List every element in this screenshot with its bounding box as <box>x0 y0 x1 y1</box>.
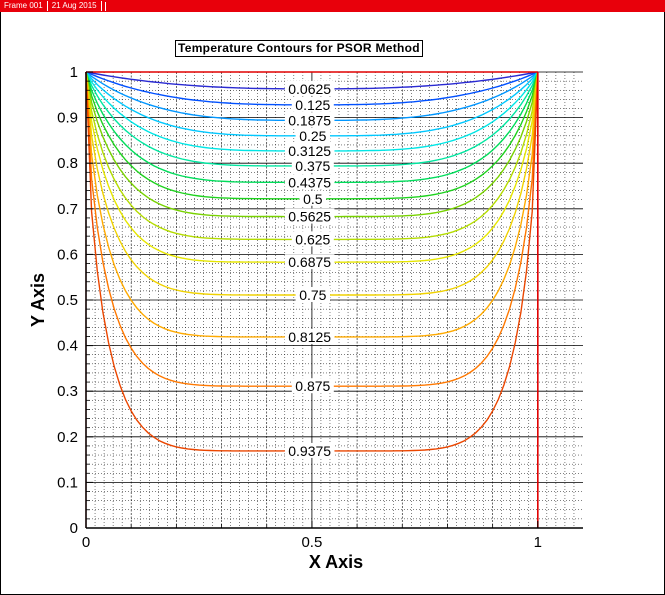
contour-label-bg <box>291 378 334 394</box>
major-gridlines <box>86 71 583 528</box>
x-tick-label: 0.5 <box>301 534 322 551</box>
contour-label-bg <box>284 112 335 128</box>
y-tick-label: 0.3 <box>57 383 78 400</box>
contour-label-0.75: 0.75 <box>299 287 326 303</box>
contour-label-bg <box>291 157 334 173</box>
y-axis-title: Y Axis <box>28 273 48 327</box>
contour-label-bg <box>284 142 335 158</box>
y-tick-label: 0.1 <box>57 474 78 491</box>
contour-label-0.5: 0.5 <box>303 191 323 207</box>
y-tick-label: 0.5 <box>57 292 78 309</box>
contour-label-0.4375: 0.4375 <box>288 174 331 190</box>
contour-label-bg <box>284 442 335 458</box>
y-tick-label: 0 <box>70 520 78 537</box>
y-tick-label: 0.2 <box>57 429 78 446</box>
contour-label-0.6875: 0.6875 <box>288 254 331 270</box>
contour-label-bg <box>284 208 335 224</box>
frame-label: Frame 001 <box>0 1 48 11</box>
y-tick-label: 0.7 <box>57 201 78 218</box>
axis-ticks: 0 0.1 0.2 0.3 0.4 0.5 0.6 0.7 0.8 0.9 1 0 0.5 1 <box>57 64 542 551</box>
y-tick-label: 0.6 <box>57 246 78 263</box>
x-tick-label: 0 <box>82 534 90 551</box>
contour-label-bg <box>284 254 335 270</box>
contour-label-bg <box>291 231 334 247</box>
frame-header-handle <box>104 1 106 11</box>
contour-label-0.9375: 0.9375 <box>288 443 331 459</box>
y-tick-label: 0.9 <box>57 110 78 127</box>
contour-label-0.125: 0.125 <box>295 97 330 113</box>
contour-label-0.0625: 0.0625 <box>288 81 331 97</box>
x-tick-label: 1 <box>534 534 542 551</box>
contour-label-0.8125: 0.8125 <box>288 329 331 345</box>
contour-label-bg <box>299 190 327 206</box>
contour-label-bg <box>295 127 331 143</box>
y-tick-label: 0.8 <box>57 155 78 172</box>
y-tick-label: 1 <box>70 64 78 81</box>
contour-label-bg <box>291 96 334 112</box>
contour-label-0.5625: 0.5625 <box>288 209 331 225</box>
contour-label-0.1875: 0.1875 <box>288 112 331 128</box>
y-tick-label: 0.4 <box>57 338 78 355</box>
contour-label-0.375: 0.375 <box>295 158 330 174</box>
frame-date: 21 Aug 2015 <box>48 1 102 11</box>
contour-label-0.25: 0.25 <box>299 128 326 144</box>
contour-label-bg <box>284 328 335 344</box>
contour-label-0.875: 0.875 <box>295 378 330 394</box>
contour-label-0.3125: 0.3125 <box>288 143 331 159</box>
contour-labels: 0.06250.1250.18750.250.31250.3750.43750.… <box>284 80 335 459</box>
chart-title: Temperature Contours for PSOR Method <box>175 40 423 57</box>
contour-label-bg <box>284 174 335 190</box>
contour-label-0.625: 0.625 <box>295 231 330 247</box>
contour-label-bg <box>295 286 331 302</box>
contour-label-bg <box>284 80 335 96</box>
frame-header-bar: Frame 001 21 Aug 2015 <box>0 0 665 12</box>
x-axis-title: X Axis <box>309 552 363 572</box>
